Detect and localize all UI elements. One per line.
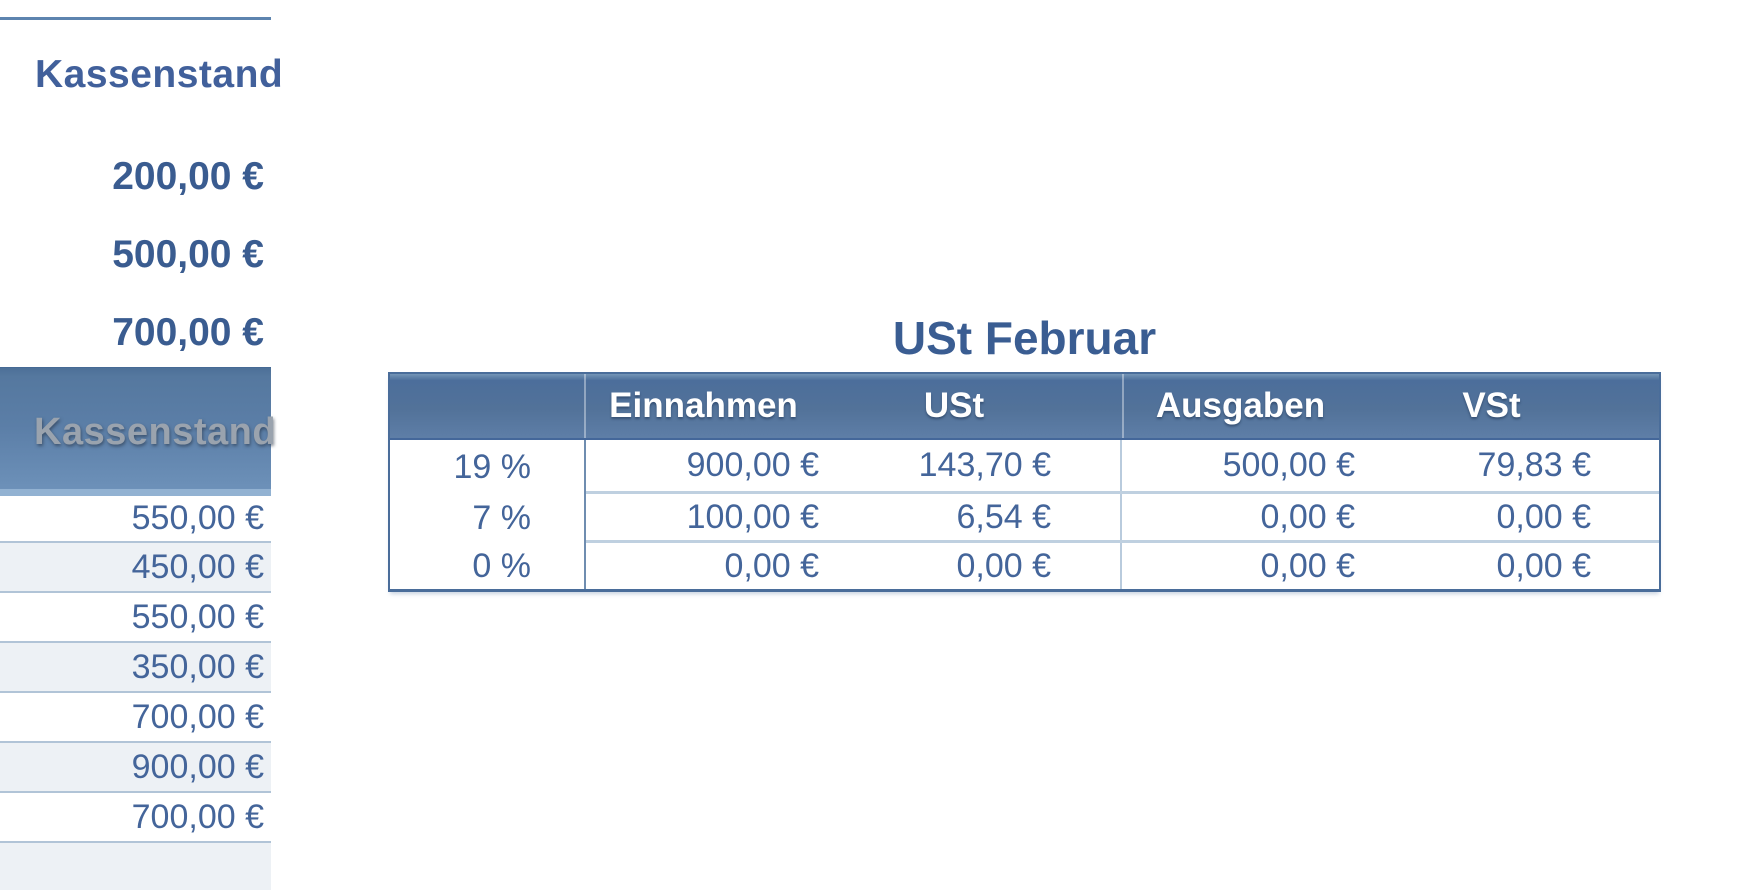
header-cell-ust[interactable]: USt: [855, 374, 1124, 438]
ust-table-header-row: Einnahmen USt Ausgaben VSt: [390, 374, 1659, 440]
header-cell-einnahmen[interactable]: Einnahmen: [609, 386, 798, 425]
kassenstand-rows: 550,00 € 450,00 € 550,00 € 350,00 € 700,…: [0, 496, 271, 890]
vst-cell[interactable]: 0,00 €: [1496, 546, 1591, 585]
kassenstand-row[interactable]: 550,00 €: [0, 593, 271, 643]
kassenstand-title[interactable]: Kassenstand: [35, 53, 284, 96]
ausgaben-cell[interactable]: 0,00 €: [1260, 546, 1355, 585]
tax-rate-column: 19 % 7 % 0 %: [390, 440, 586, 589]
tax-rate-cell[interactable]: 19 %: [453, 447, 532, 486]
ausgaben-cell[interactable]: 0,00 €: [1260, 497, 1355, 536]
ust-data-rows: 900,00 € 143,70 € 500,00 € 79,83 € 100,0…: [586, 440, 1659, 589]
kassenstand-row[interactable]: 700,00 €: [0, 793, 271, 843]
kassenstand-row[interactable]: 450,00 €: [0, 543, 271, 593]
einnahmen-cell[interactable]: 900,00 €: [686, 446, 819, 484]
ust-cell[interactable]: 143,70 €: [853, 440, 1122, 491]
vst-cell[interactable]: 79,83 €: [1477, 446, 1591, 484]
table-row: 100,00 € 6,54 € 0,00 € 0,00 €: [586, 494, 1659, 543]
vst-cell[interactable]: 0,00 €: [1496, 497, 1591, 536]
kassenstand-summary-cell[interactable]: 500,00 €: [112, 233, 264, 276]
header-cell-empty[interactable]: [390, 374, 586, 438]
einnahmen-cell[interactable]: 0,00 €: [724, 546, 819, 585]
ust-table-title[interactable]: USt Februar: [892, 312, 1157, 364]
kassenstand-summary-cell[interactable]: 200,00 €: [112, 155, 264, 198]
ust-table-body: 19 % 7 % 0 % 900,00 € 143,70 € 500,00 € …: [390, 440, 1659, 589]
kassenstand-row[interactable]: 700,00 €: [0, 693, 271, 743]
tax-rate-cell[interactable]: 0 %: [472, 546, 531, 585]
ust-cell[interactable]: 6,54 €: [853, 494, 1122, 540]
header-cell-ausgaben[interactable]: Ausgaben: [1155, 386, 1326, 425]
kassenstand-row[interactable]: 550,00 €: [0, 496, 271, 543]
header-cell-vst[interactable]: VSt: [1462, 386, 1521, 425]
kassenstand-table-header[interactable]: Kassenstand: [0, 367, 276, 496]
kassenstand-row[interactable]: 900,00 €: [0, 743, 271, 793]
kassenstand-summary-cell[interactable]: 700,00 €: [112, 311, 264, 354]
ust-table: Einnahmen USt Ausgaben VSt 19 % 7 % 0 % …: [388, 372, 1661, 592]
kassenstand-row[interactable]: 350,00 €: [0, 643, 271, 693]
tax-rate-cell[interactable]: 7 %: [472, 499, 531, 537]
table-row: 900,00 € 143,70 € 500,00 € 79,83 €: [586, 440, 1659, 494]
top-accent-line: [0, 17, 271, 20]
einnahmen-cell[interactable]: 100,00 €: [686, 497, 819, 536]
ausgaben-cell[interactable]: 500,00 €: [1222, 446, 1355, 484]
ust-cell[interactable]: 0,00 €: [853, 543, 1122, 589]
kassenstand-row-empty[interactable]: [0, 843, 271, 890]
table-row: 0,00 € 0,00 € 0,00 € 0,00 €: [586, 543, 1659, 589]
kassenstand-table-header-label: Kassenstand: [34, 410, 277, 453]
